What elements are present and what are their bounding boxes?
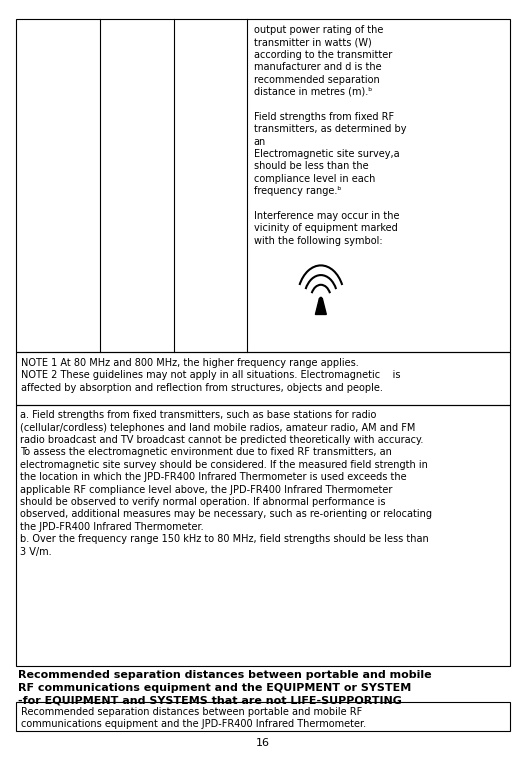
Bar — [16, 702, 510, 731]
Text: 16: 16 — [256, 738, 270, 748]
Polygon shape — [316, 299, 326, 314]
Bar — [16, 352, 510, 405]
Bar — [16, 405, 510, 666]
Text: Recommended separation distances between portable and mobile RF
communications e: Recommended separation distances between… — [21, 707, 366, 730]
Text: NOTE 1 At 80 MHz and 800 MHz, the higher frequency range applies.
NOTE 2 These g: NOTE 1 At 80 MHz and 800 MHz, the higher… — [21, 358, 400, 393]
Circle shape — [319, 298, 322, 301]
Text: Recommended separation distances between portable and mobile
RF communications e: Recommended separation distances between… — [18, 670, 432, 706]
Bar — [16, 19, 510, 352]
Text: a. Field strengths from fixed transmitters, such as base stations for radio
(cel: a. Field strengths from fixed transmitte… — [20, 410, 432, 556]
Text: output power rating of the
transmitter in watts (W)
according to the transmitter: output power rating of the transmitter i… — [254, 25, 406, 246]
